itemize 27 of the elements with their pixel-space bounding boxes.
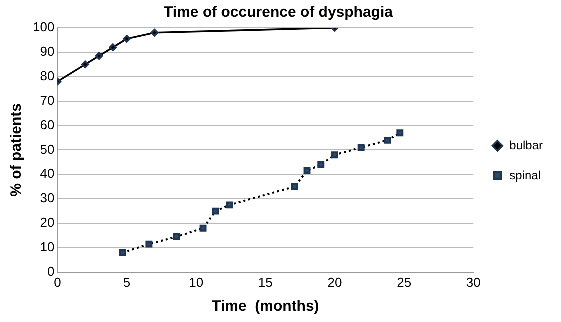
y-tick-label: 20: [40, 215, 55, 230]
point: [123, 35, 131, 43]
point: [95, 52, 104, 60]
point: [109, 44, 118, 52]
y-tick-label: 90: [40, 44, 55, 60]
y-tick-label: 50: [40, 142, 55, 157]
y-tick-label: 100: [32, 20, 55, 35]
x-axis-title: Time (months): [212, 298, 320, 316]
y-tick-label: 10: [40, 240, 55, 255]
y-tick-label: 40: [40, 166, 55, 182]
point: [82, 60, 90, 69]
y-tick-label: 30: [40, 190, 55, 206]
x-tick-label: 5: [123, 274, 131, 290]
x-tick-label: 20: [328, 274, 342, 290]
y-tick-label: 60: [40, 117, 55, 132]
x-tick-label: 30: [466, 274, 481, 290]
y-tick-label: 80: [40, 68, 55, 84]
legend-label: bulbar: [510, 138, 544, 152]
x-tick-label: 10: [189, 274, 204, 290]
x-tick-label: 15: [258, 274, 273, 290]
y-tick-label: 0: [47, 264, 55, 279]
y-tick-label: 70: [40, 92, 55, 108]
legend-label: spinal: [510, 168, 541, 182]
chart-title: Time of occurence of dysphagia: [164, 4, 394, 22]
y-axis-title: % of patients: [8, 104, 26, 197]
x-tick-label: 25: [397, 274, 412, 290]
point: [150, 28, 159, 37]
